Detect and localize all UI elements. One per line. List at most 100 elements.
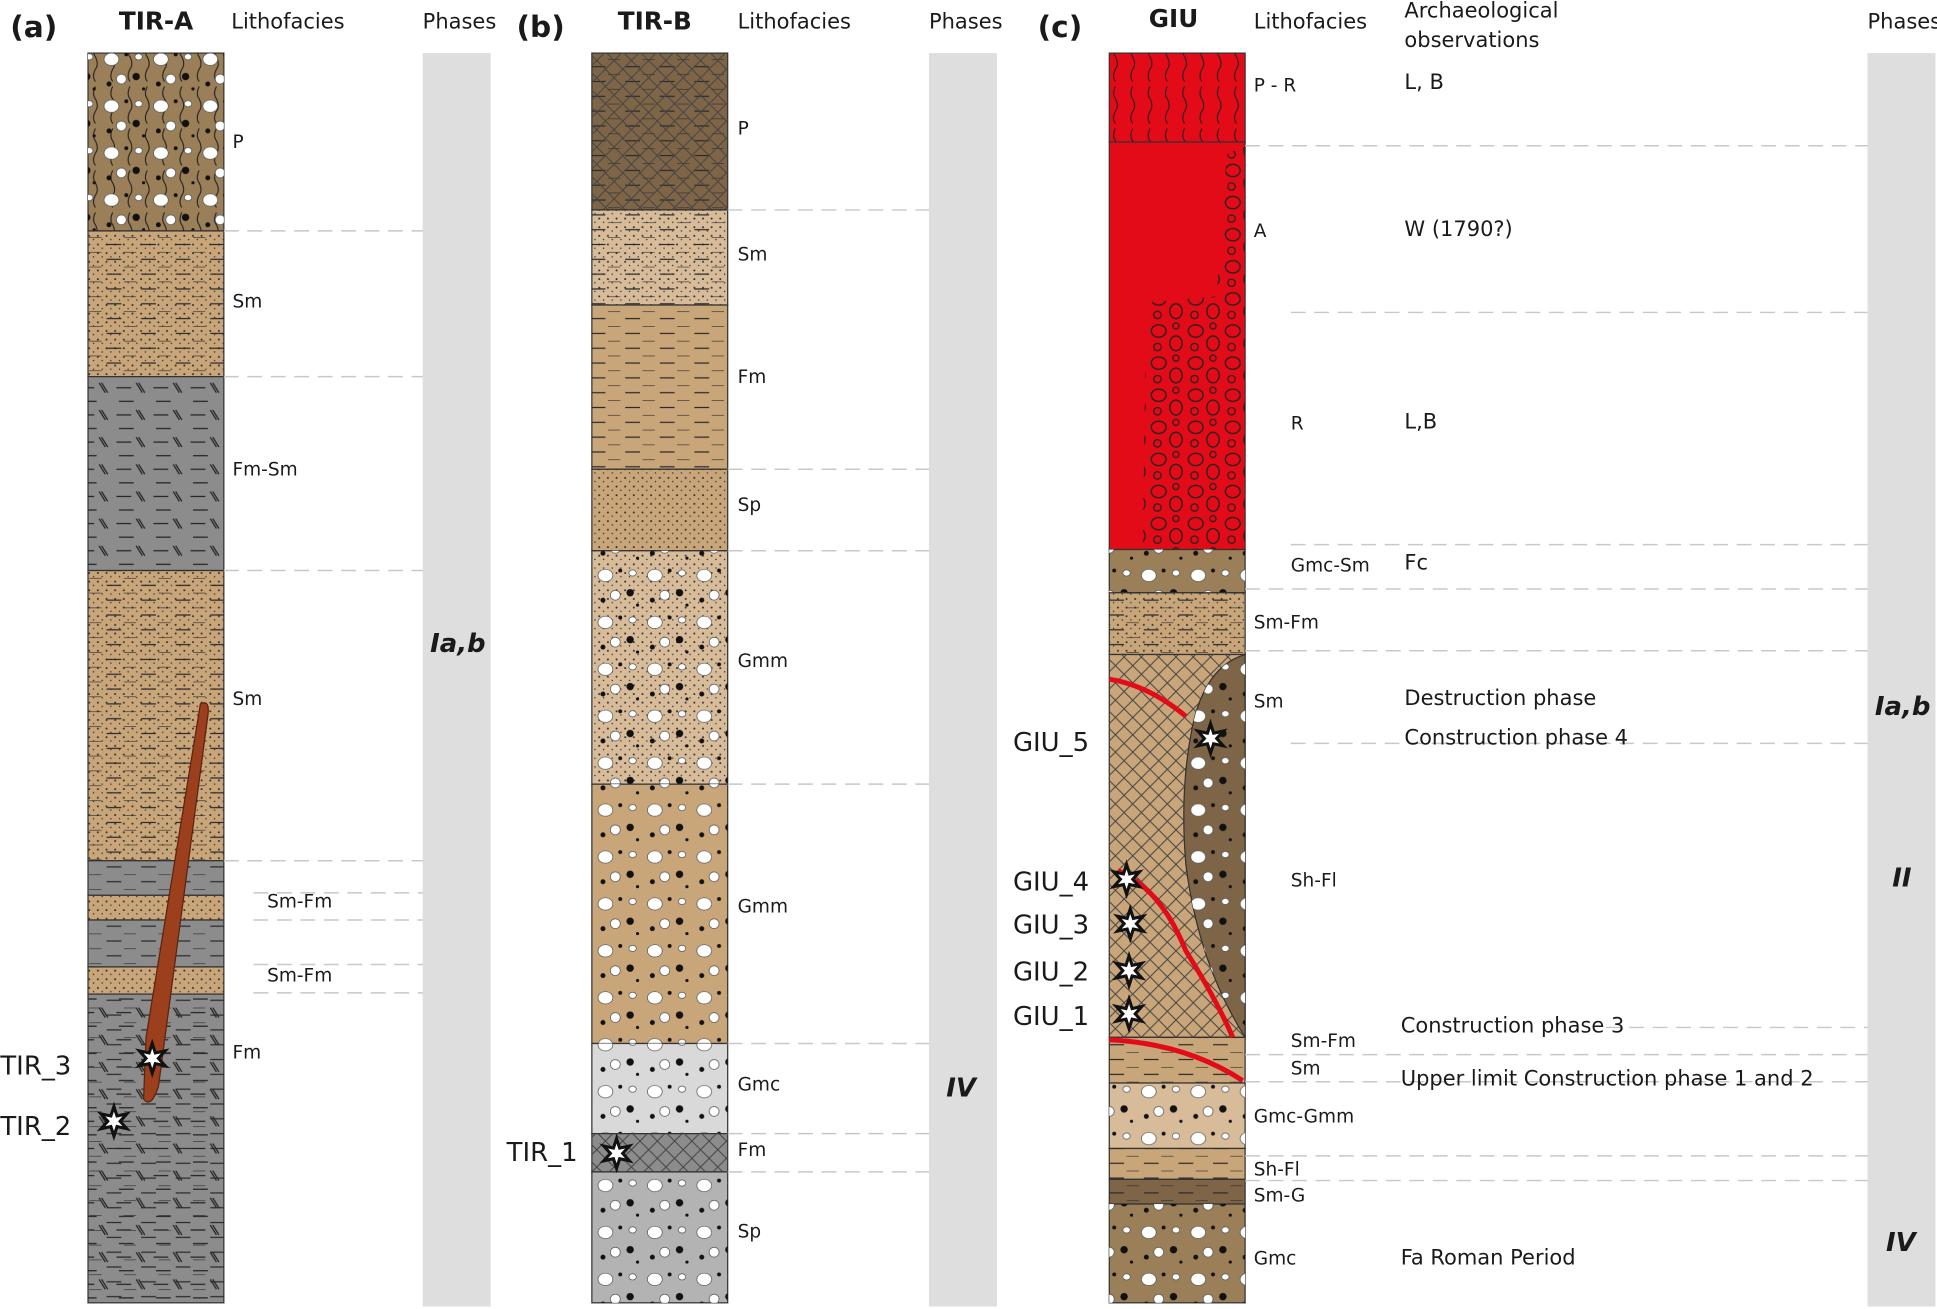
panel-c-lithofacies-header: Lithofacies (1254, 9, 1367, 33)
giu-archaeology-label: Fa Roman Period (1401, 1246, 1576, 1270)
tir-a-lithofacies-label: Fm-Sm (232, 459, 297, 480)
sample-star-icon (599, 1133, 634, 1174)
tir-a-lithofacies-label: P (232, 132, 243, 153)
tir-a-lithofacies-label: Sm (232, 689, 262, 710)
giu-phase-label: IV (1886, 1228, 1918, 1258)
giu-layer-texture (1109, 1037, 1246, 1084)
tir-b-lithofacies-label: Fm (738, 1140, 767, 1161)
tir-a-layer-texture (88, 53, 224, 231)
panel-c-phases-header: Phases (1868, 9, 1937, 33)
tir-b-lithofacies-label: Gmm (738, 897, 788, 918)
giu-sample-label: GIU_4 (1013, 867, 1089, 897)
panel-b-phases-header: Phases (929, 9, 1003, 33)
tir-a-layer-texture (88, 376, 224, 571)
giu-lithofacies-label: Gmc-Sm (1291, 556, 1370, 577)
sample-star-icon (96, 1101, 132, 1142)
tir-a-lithofacies-label: Fm (232, 1042, 261, 1063)
phase-bar (422, 53, 491, 1307)
tir-a-layer-texture (88, 860, 224, 896)
giu-lithofacies-label: Sm (1254, 692, 1284, 713)
giu-red-line (1108, 676, 1188, 719)
giu-lithofacies-label: Sh-Fl (1254, 1160, 1300, 1181)
panel-a-letter: (a) (10, 9, 57, 44)
giu-archaeology-label: W (1790?) (1404, 217, 1512, 241)
tir-b-layer-texture (591, 1171, 728, 1303)
tir-b-layer-texture (591, 1043, 728, 1134)
sample-star-icon (1111, 950, 1147, 991)
sample-star-icon (1109, 859, 1144, 900)
giu-layer-texture (1109, 1083, 1246, 1149)
giu-red-line (1109, 1037, 1244, 1083)
phase-bar (1867, 53, 1936, 1307)
tir-a-layer-texture (88, 895, 224, 921)
sample-label-tir-3: TIR_3 (0, 1051, 71, 1081)
giu-layer-texture (1109, 1179, 1246, 1205)
tir-b-layer-texture (591, 550, 728, 785)
giu-archaeology-label: Fc (1404, 550, 1428, 574)
giu-sample-label: GIU_1 (1013, 1002, 1089, 1032)
giu-dark-lens-texture (1183, 654, 1246, 1038)
giu-layer-texture (1109, 1204, 1246, 1303)
giu-sample-label: GIU_3 (1013, 911, 1089, 941)
tir-b-layer-texture (591, 305, 728, 470)
sample-label-tir-1: TIR_1 (506, 1138, 578, 1168)
tir-b-layer-texture (591, 209, 728, 306)
sample-star-icon (1111, 994, 1147, 1034)
tir-a-phase-label: Ia,b (430, 629, 486, 659)
tir-b-lithofacies-label: Sm (738, 245, 768, 266)
giu-lithofacies-label: Sm-Fm (1254, 613, 1319, 634)
panel-a-title: TIR-A (119, 7, 193, 36)
giu-archaeology-label: L, B (1404, 70, 1443, 94)
panel-c-title: GIU (1149, 4, 1199, 33)
sample-star-icon (135, 1038, 170, 1079)
giu-sample-label: GIU_5 (1013, 728, 1089, 758)
tir-b-layer-texture (591, 469, 728, 551)
column-layers (87, 52, 1936, 1307)
giu-layer-texture (1109, 1148, 1246, 1180)
giu-layer-texture (1109, 549, 1246, 593)
giu-lithofacies-label: Sm-Fm (1291, 1031, 1356, 1052)
giu-lithofacies-label: P - R (1254, 75, 1297, 96)
tir-b-lithofacies-label: Sp (738, 495, 762, 516)
giu-layer-texture (1109, 53, 1246, 143)
tir-a-layer-texture (88, 230, 224, 377)
giu-archaeology-label: Upper limit Construction phase 1 and 2 (1401, 1066, 1814, 1090)
giu-phase-label: II (1892, 864, 1912, 894)
tir-b-layer-texture (591, 53, 728, 210)
giu-lithofacies-label: A (1254, 221, 1267, 242)
sample-star-icon (1113, 903, 1148, 944)
giu-archaeology-label: Construction phase 4 (1404, 726, 1628, 750)
giu-archaeology-label: Destruction phase (1404, 686, 1596, 710)
panel-c-archaeology-header-2: observations (1404, 28, 1539, 52)
tir-a-lithofacies-label: Sm-Fm (267, 966, 332, 987)
tir-a-lithofacies-label: Sm-Fm (267, 892, 332, 913)
giu-phase-label: Ia,b (1875, 692, 1931, 722)
root-trace (142, 702, 209, 1103)
panel-b-lithofacies-header: Lithofacies (738, 9, 851, 33)
giu-sample-label: GIU_2 (1013, 958, 1089, 988)
giu-lithofacies-label: Sm-G (1254, 1186, 1306, 1207)
tir-b-phase-label: IV (946, 1074, 978, 1104)
giu-lithofacies-label: Sm (1291, 1058, 1321, 1079)
tir-b-lithofacies-label: P (738, 119, 749, 140)
panel-b-title: TIR-B (618, 7, 692, 36)
panel-c-letter: (c) (1038, 9, 1083, 44)
panel-b-letter: (b) (517, 9, 565, 44)
giu-archaeology-label: L,B (1404, 410, 1437, 434)
giu-lithofacies-label: Sh-Fl (1291, 871, 1337, 892)
sample-label-tir-2: TIR_2 (0, 1112, 71, 1142)
panel-a-lithofacies-header: Lithofacies (231, 9, 344, 33)
tir-b-lithofacies-label: Gmm (738, 651, 788, 672)
tir-b-lithofacies-label: Gmc (738, 1074, 781, 1095)
tir-b-lithofacies-label: Sp (738, 1221, 762, 1242)
giu-archaeology-label: Construction phase 3 (1401, 1013, 1625, 1037)
tir-a-lithofacies-label: Sm (232, 291, 262, 312)
giu-lithofacies-label: Gmc (1254, 1249, 1297, 1270)
giu-lithofacies-label: Gmc-Gmm (1254, 1107, 1354, 1128)
giu-lithofacies-label: R (1291, 414, 1304, 435)
tir-a-layer-texture (88, 920, 224, 967)
tir-b-lithofacies-label: Fm (738, 367, 767, 388)
phase-bar (928, 53, 997, 1307)
giu-layer-texture (1109, 592, 1246, 655)
